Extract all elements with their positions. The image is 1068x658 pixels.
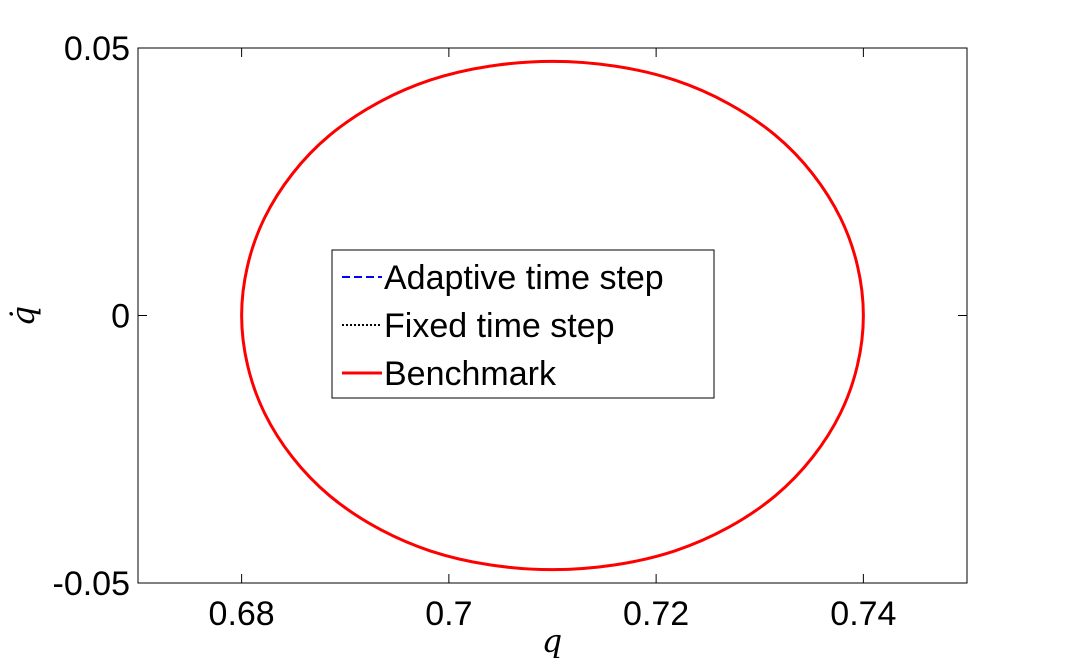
series-group (240, 59, 865, 572)
legend-label: Benchmark (384, 355, 557, 393)
y-axis-label: q̇ (4, 306, 42, 326)
x-tick-label: 0.68 (209, 595, 275, 633)
x-tick-label: 0.7 (425, 595, 472, 633)
x-tick-label: 0.72 (623, 595, 689, 633)
y-tick-label: 0 (111, 298, 130, 336)
y-tick-label: 0.05 (64, 30, 130, 68)
legend: Adaptive time step Fixed time step Benchma… (331, 249, 715, 399)
legend-label: Adaptive time step (384, 259, 664, 297)
x-axis-label: q (542, 622, 562, 658)
x-tick-label: 0.74 (830, 595, 896, 633)
series-line-2 (240, 59, 865, 572)
y-tick-label: -0.05 (53, 565, 131, 603)
legend-box (331, 249, 715, 399)
axis-ticks: 0.68 0.7 0.72 0.74 -0.05 0 0.05 (53, 30, 967, 633)
legend-label: Fixed time step (384, 307, 615, 345)
